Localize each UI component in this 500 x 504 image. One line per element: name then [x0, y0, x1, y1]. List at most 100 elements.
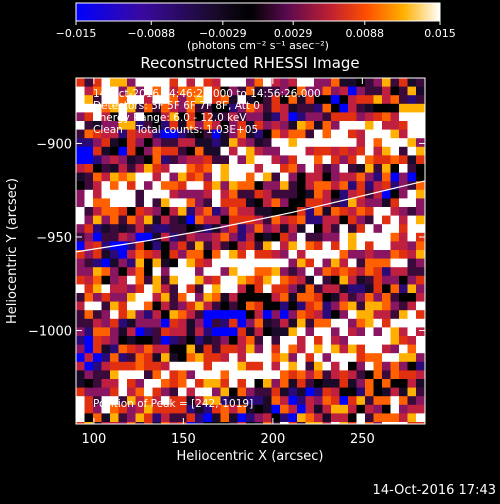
heatmap-cell — [237, 353, 247, 363]
heatmap-cell — [212, 396, 221, 406]
heatmap-cell — [135, 181, 145, 191]
colorbar-tick-label: 0.0029 — [274, 27, 313, 40]
heatmap-cell — [93, 344, 102, 354]
heatmap-cell — [152, 387, 162, 397]
heatmap-cell — [297, 215, 306, 225]
heatmap-cell — [348, 164, 357, 173]
heatmap-cell — [135, 258, 145, 268]
heatmap-cell — [356, 138, 366, 148]
heatmap-cell — [84, 293, 94, 302]
heatmap-cell — [373, 379, 383, 388]
heatmap-cell — [416, 250, 425, 259]
heatmap-cell — [288, 336, 298, 345]
heatmap-cell — [212, 121, 221, 130]
heatmap-cell — [127, 121, 136, 130]
heatmap-cell — [297, 370, 306, 380]
heatmap-cell — [76, 129, 85, 139]
heatmap-cell — [161, 121, 170, 130]
heatmap-cell — [220, 164, 230, 173]
heatmap-cell — [178, 112, 187, 122]
heatmap-cell — [407, 78, 417, 87]
heatmap-cell — [407, 353, 417, 363]
heatmap-cell — [212, 301, 221, 311]
heatmap-cell — [348, 224, 357, 234]
heatmap-cell — [348, 301, 357, 311]
heatmap-cell — [195, 293, 204, 302]
heatmap-cell — [254, 293, 264, 302]
heatmap-cell — [382, 95, 391, 105]
heatmap-cell — [110, 103, 119, 113]
heatmap-cell — [229, 396, 238, 406]
heatmap-cell — [305, 413, 315, 423]
heatmap-cell — [416, 181, 425, 191]
heatmap-cell — [203, 361, 213, 371]
heatmap-cell — [76, 198, 85, 208]
heatmap-cell — [118, 146, 128, 156]
heatmap-cell — [161, 336, 170, 345]
heatmap-cell — [84, 318, 94, 328]
heatmap-cell — [84, 387, 94, 397]
heatmap-cell — [169, 189, 179, 199]
heatmap-cell — [84, 310, 94, 320]
heatmap-cell — [135, 198, 145, 208]
heatmap-cell — [348, 344, 357, 354]
heatmap-cell — [127, 258, 136, 268]
heatmap-cell — [246, 181, 255, 191]
heatmap-cell — [93, 172, 102, 182]
heatmap-cell — [288, 146, 298, 156]
heatmap-cell — [76, 250, 85, 259]
heatmap-cell — [280, 241, 289, 251]
heatmap-cell — [110, 284, 119, 294]
heatmap-cell — [339, 301, 349, 311]
heatmap-cell — [390, 413, 400, 423]
heatmap-cell — [314, 155, 323, 165]
heatmap-cell — [169, 344, 179, 354]
heatmap-cell — [195, 241, 204, 251]
heatmap-cell — [152, 103, 162, 113]
heatmap-cell — [407, 241, 417, 251]
heatmap-cell — [356, 353, 366, 363]
heatmap-cell — [237, 422, 247, 424]
heatmap-cell — [84, 121, 94, 130]
heatmap-cell — [212, 250, 221, 259]
heatmap-cell — [237, 78, 247, 87]
heatmap-cell — [407, 181, 417, 191]
heatmap-cell — [161, 310, 170, 320]
heatmap-cell — [152, 318, 162, 328]
heatmap-cell — [76, 344, 85, 354]
heatmap-cell — [254, 189, 264, 199]
heatmap-cell — [390, 155, 400, 165]
heatmap-cell — [254, 155, 264, 165]
heatmap-cell — [152, 146, 162, 156]
heatmap-cell — [118, 422, 128, 424]
heatmap-cell — [254, 146, 264, 156]
heatmap-cell — [407, 224, 417, 234]
heatmap-cell — [331, 361, 340, 371]
heatmap-cell — [203, 396, 213, 406]
heatmap-cell — [263, 301, 272, 311]
heatmap-cell — [348, 198, 357, 208]
heatmap-cell — [118, 164, 128, 173]
heatmap-cell — [127, 284, 136, 294]
heatmap-cell — [399, 146, 408, 156]
heatmap-cell — [93, 422, 102, 424]
heatmap-cell — [110, 86, 119, 96]
heatmap-cell — [161, 275, 170, 285]
heatmap-cell — [407, 146, 417, 156]
heatmap-cell — [195, 267, 204, 277]
heatmap-cell — [356, 146, 366, 156]
heatmap-cell — [424, 404, 425, 414]
heatmap-cell — [288, 241, 298, 251]
heatmap-cell — [110, 267, 119, 277]
heatmap-cell — [254, 275, 264, 285]
heatmap-cell — [339, 413, 349, 423]
heatmap-cell — [348, 361, 357, 371]
heatmap-cell — [178, 353, 187, 363]
heatmap-cell — [229, 301, 238, 311]
heatmap-cell — [135, 370, 145, 380]
heatmap-cell — [161, 129, 170, 139]
heatmap-cell — [314, 404, 323, 414]
heatmap-cell — [297, 250, 306, 259]
heatmap-cell — [76, 146, 85, 156]
heatmap-cell — [331, 336, 340, 345]
